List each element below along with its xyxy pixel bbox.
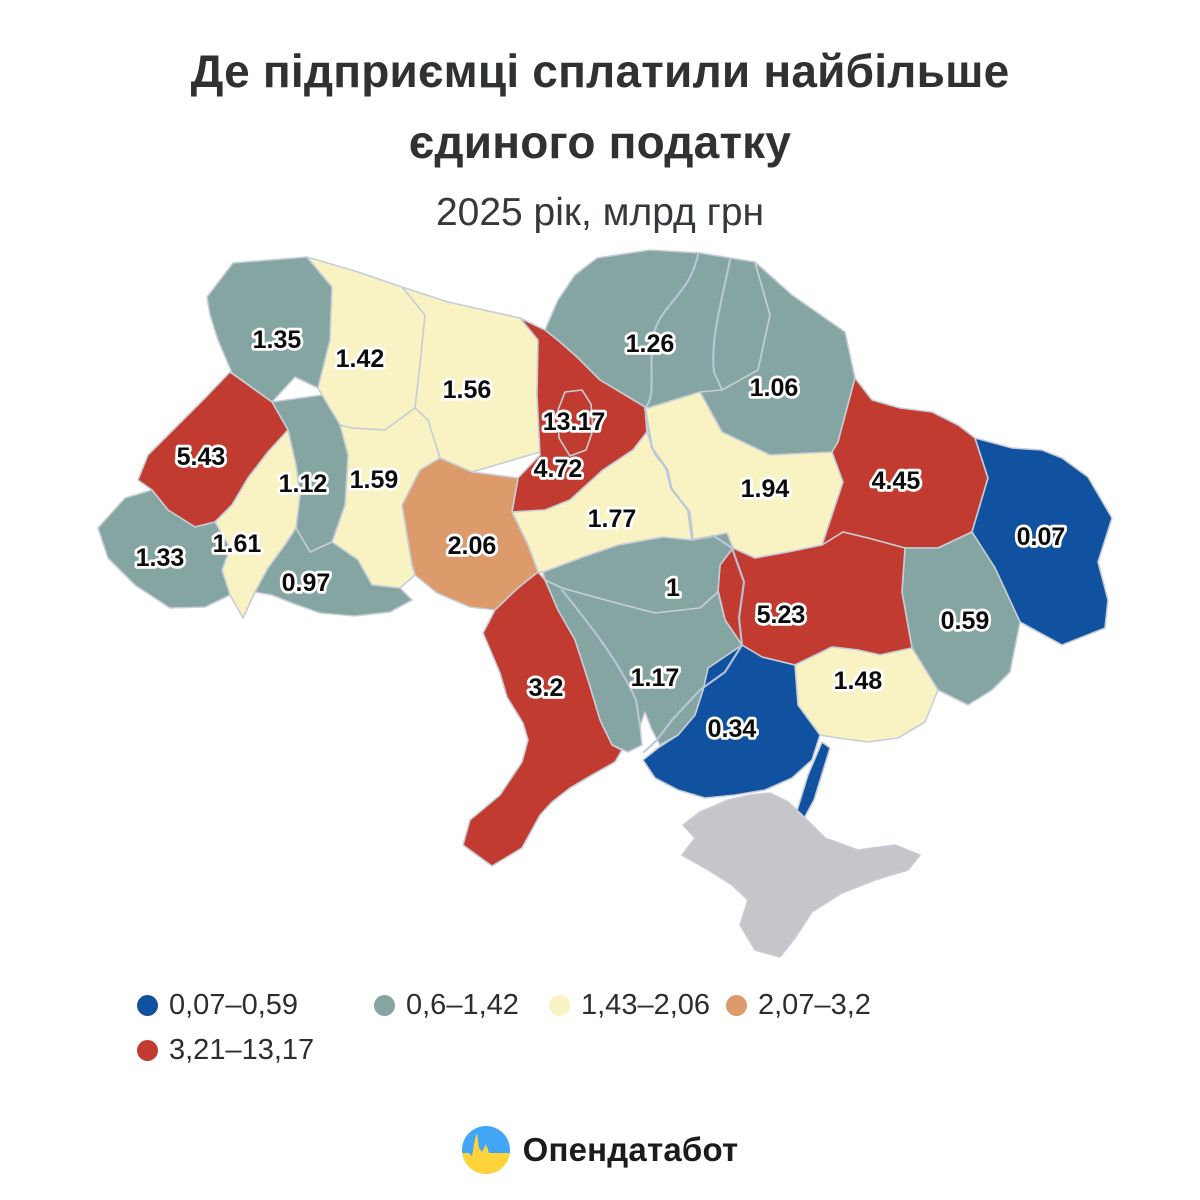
value-label-ivano-frankivsk: 1.61 bbox=[213, 530, 262, 558]
region-kyiv-city bbox=[557, 389, 594, 457]
value-label-donetsk: 0.59 bbox=[941, 607, 990, 635]
map-value-labels: 1.35 1.42 1.56 4.72 13.17 1.26 1.06 1.94… bbox=[133, 323, 1068, 746]
value-label-kirovohrad: 1 bbox=[666, 574, 680, 602]
legend-label: 2,07–3,2 bbox=[758, 988, 871, 1021]
value-label-ternopil: 1.12 bbox=[279, 470, 328, 498]
value-label-zaporizhzhia: 1.48 bbox=[834, 667, 883, 695]
logo-pulse bbox=[461, 1133, 510, 1174]
value-label-vinnytsia: 2.06 bbox=[448, 532, 497, 560]
legend-item-bin1: 0,07–0,59 bbox=[137, 988, 299, 1021]
value-label-volyn: 1.35 bbox=[253, 326, 302, 354]
legend-swatch-red bbox=[137, 1039, 158, 1061]
region-donetsk bbox=[901, 531, 1021, 706]
value-label-kherson: 0.34 bbox=[708, 715, 757, 743]
value-label-lviv: 5.43 bbox=[177, 443, 226, 471]
value-label-luhansk: 0.07 bbox=[1017, 523, 1066, 551]
value-label-kyiv-oblast: 4.72 bbox=[534, 455, 583, 483]
desna-river bbox=[644, 253, 700, 409]
region-zakarpattia bbox=[97, 489, 231, 609]
value-label-poltava: 1.94 bbox=[741, 475, 790, 503]
legend-swatch-blue bbox=[137, 994, 158, 1016]
legend-label: 3,21–13,17 bbox=[169, 1033, 315, 1066]
opendatabot-logo-icon bbox=[461, 1126, 510, 1174]
value-label-mykolaiv: 1.17 bbox=[631, 664, 680, 692]
region-odesa bbox=[462, 571, 623, 867]
southern-bug-river bbox=[560, 588, 642, 728]
value-label-kyiv-city: 13.17 bbox=[543, 408, 606, 436]
page-subtitle: 2025 рік, млрд грн bbox=[435, 191, 765, 234]
brand-name: Опендатабот bbox=[522, 1131, 739, 1168]
value-label-cherkasy: 1.77 bbox=[588, 505, 637, 533]
legend-swatch-yellow bbox=[549, 994, 570, 1016]
value-label-chernivtsi: 0.97 bbox=[282, 569, 331, 597]
footer-brand: Опендатабот bbox=[0, 1126, 1200, 1174]
region-volyn bbox=[206, 256, 333, 403]
legend-item-bin4: 2,07–3,2 bbox=[726, 988, 871, 1021]
chernihiv-sumy-river bbox=[712, 258, 732, 392]
value-label-zhytomyr: 1.56 bbox=[443, 376, 492, 404]
value-label-zakarpattia: 1.33 bbox=[136, 544, 185, 572]
value-label-rivne: 1.42 bbox=[336, 345, 385, 373]
rivers bbox=[560, 253, 746, 754]
dnieper-river bbox=[642, 406, 746, 754]
page-title-line1: Де підприємці сплатили найбільше bbox=[190, 45, 1010, 97]
value-label-odesa: 3.2 bbox=[529, 674, 564, 702]
map-regions bbox=[97, 249, 1113, 958]
legend-swatch-orange bbox=[726, 994, 747, 1016]
value-label-kharkiv: 4.45 bbox=[872, 467, 921, 495]
value-label-chernihiv: 1.26 bbox=[626, 330, 675, 358]
region-chernivtsi bbox=[254, 527, 413, 617]
value-label-sumy: 1.06 bbox=[750, 374, 799, 402]
legend-item-bin5: 3,21–13,17 bbox=[137, 1033, 315, 1066]
value-label-dnipropetrovsk: 5.23 bbox=[757, 601, 806, 629]
header: Де підприємці сплатили найбільше єдиного… bbox=[0, 36, 1200, 235]
legend-label: 0,07–0,59 bbox=[169, 988, 299, 1021]
legend-swatch-teal bbox=[374, 994, 395, 1016]
legend-label: 0,6–1,42 bbox=[406, 988, 519, 1021]
value-label-khmelnytskyi: 1.59 bbox=[350, 466, 399, 494]
legend-item-bin3: 1,43–2,06 bbox=[549, 988, 711, 1021]
region-crimea bbox=[681, 792, 921, 958]
region-ivano-frankivsk bbox=[214, 429, 301, 619]
legend-item-bin2: 0,6–1,42 bbox=[374, 988, 519, 1021]
page-title-line2: єдиного податку bbox=[408, 116, 792, 168]
legend-label: 1,43–2,06 bbox=[581, 988, 711, 1021]
